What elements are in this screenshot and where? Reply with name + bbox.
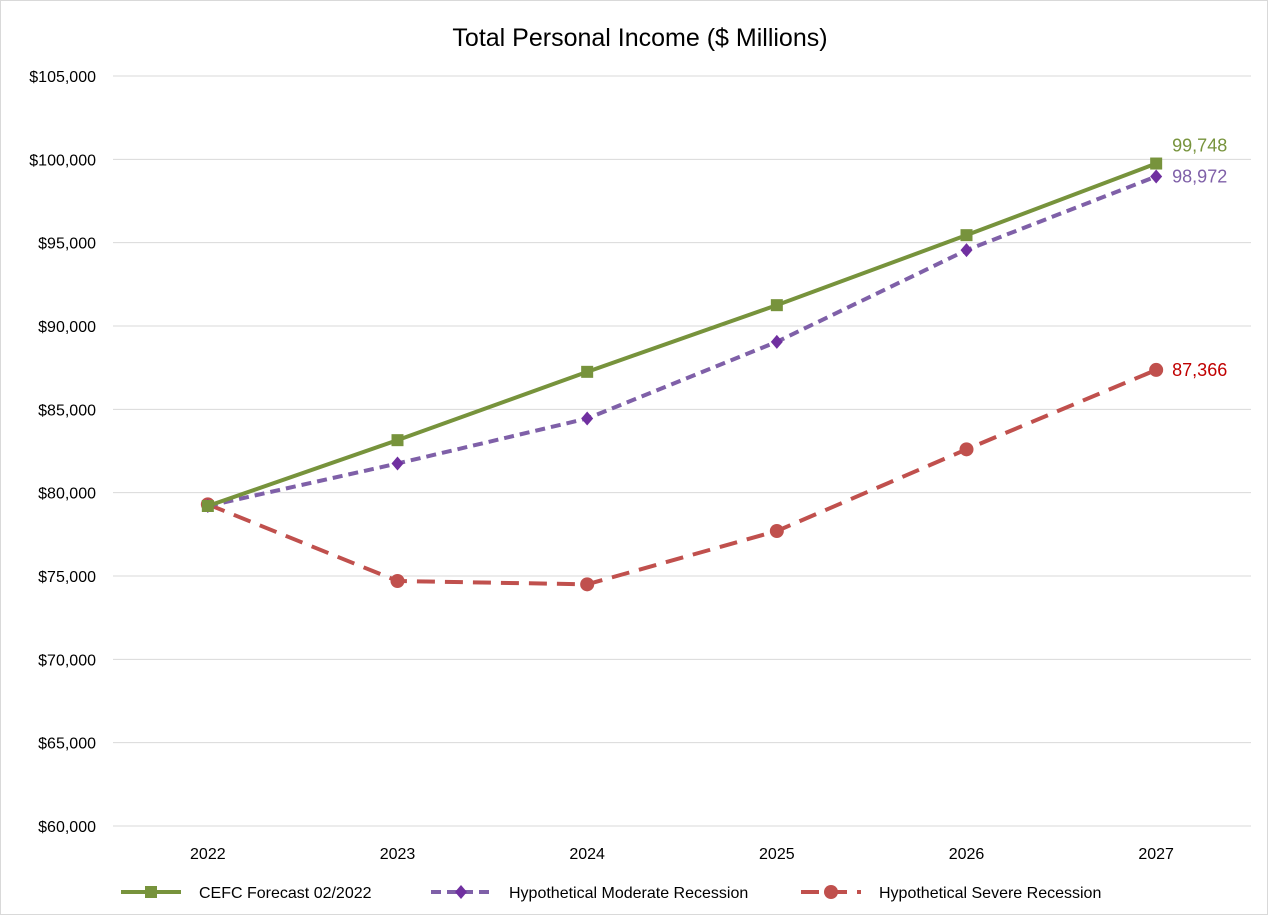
legend-item: Hypothetical Severe Recession	[801, 885, 1101, 902]
data-point	[201, 500, 214, 512]
data-point	[769, 524, 784, 538]
data-point	[960, 243, 973, 258]
data-point	[770, 299, 783, 312]
data-label: 99,748	[1172, 136, 1227, 156]
data-point	[390, 574, 405, 588]
legend-item: Hypothetical Moderate Recession	[431, 885, 748, 902]
data-label: 98,972	[1172, 166, 1227, 186]
y-tick-label: $105,000	[29, 69, 96, 86]
legend-label: CEFC Forecast 02/2022	[199, 885, 372, 902]
series-circle	[200, 362, 1164, 592]
series-lines	[200, 157, 1164, 592]
x-tick-label: 2022	[190, 846, 226, 863]
x-tick-label: 2023	[380, 846, 416, 863]
y-tick-label: $70,000	[38, 652, 96, 669]
y-axis-tick-labels: $60,000 $65,000 $70,000 $75,000 $80,000 $85,0…	[29, 69, 96, 836]
series-diamond	[201, 169, 1163, 513]
legend-marker	[824, 885, 838, 899]
data-point	[391, 434, 404, 447]
data-point	[1150, 169, 1163, 184]
data-point	[581, 411, 594, 426]
y-tick-label: $60,000	[38, 819, 96, 836]
data-point	[1150, 157, 1163, 170]
data-point	[960, 229, 973, 242]
legend-marker	[455, 885, 467, 899]
legend-label: Hypothetical Severe Recession	[879, 885, 1101, 902]
y-tick-label: $75,000	[38, 569, 96, 586]
end-data-labels: 99,748 98,972 87,366	[1172, 136, 1227, 380]
series-line	[207, 161, 1157, 508]
y-tick-label: $100,000	[29, 152, 96, 169]
chart-title: Total Personal Income ($ Millions)	[452, 24, 827, 52]
y-tick-label: $90,000	[38, 319, 96, 336]
x-axis-tick-labels: 2022 2023 2024 2025 2026 2027	[190, 846, 1174, 863]
y-tick-label: $65,000	[38, 736, 96, 753]
series-line	[207, 368, 1157, 587]
data-point	[580, 577, 595, 592]
y-tick-label: $95,000	[38, 236, 96, 253]
data-point	[581, 365, 594, 378]
y-tick-label: $85,000	[38, 402, 96, 419]
x-tick-label: 2025	[759, 846, 795, 863]
series-square	[201, 157, 1163, 512]
gridlines	[113, 75, 1251, 827]
y-tick-label: $80,000	[38, 486, 96, 503]
data-point	[391, 456, 404, 471]
data-point	[770, 334, 783, 349]
x-tick-label: 2027	[1138, 846, 1174, 863]
x-tick-label: 2026	[949, 846, 985, 863]
x-tick-label: 2024	[569, 846, 605, 863]
legend-item: CEFC Forecast 02/2022	[121, 885, 372, 902]
data-label: 87,366	[1172, 360, 1227, 380]
legend-label: Hypothetical Moderate Recession	[509, 885, 748, 902]
data-point	[1149, 362, 1164, 377]
series-line	[207, 174, 1157, 508]
data-point	[959, 442, 974, 457]
legend-marker	[145, 886, 157, 898]
legend: CEFC Forecast 02/2022 Hypothetical Modera…	[121, 885, 1101, 902]
